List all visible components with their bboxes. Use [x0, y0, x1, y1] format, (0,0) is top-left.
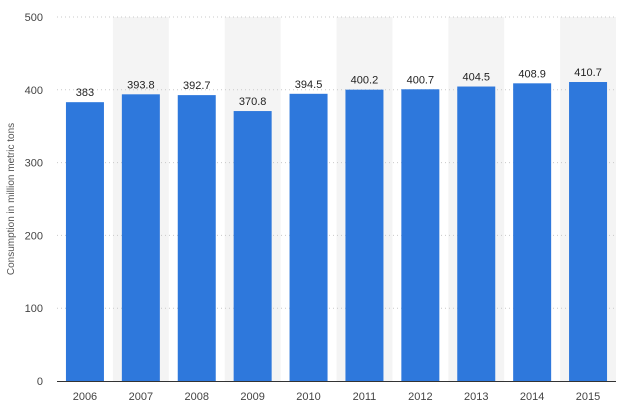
y-tick-label: 0 [37, 376, 43, 388]
x-tick-label: 2012 [408, 391, 432, 403]
y-tick-label: 500 [25, 12, 43, 24]
bar [289, 93, 328, 381]
bar [401, 89, 440, 381]
bar [233, 111, 272, 381]
y-tick-label: 100 [25, 303, 43, 315]
y-axis-ticks: 0 100 200 300 400 500 [25, 12, 43, 388]
x-tick-label: 2007 [129, 391, 153, 403]
bar-value-label: 400.7 [407, 74, 435, 86]
x-tick-label: 2009 [240, 391, 264, 403]
bars [65, 82, 608, 382]
bar-value-labels: 383 393.8 392.7 370.8 394.5 400.2 400.7 404.5 40… [76, 67, 602, 108]
bar-value-label: 400.2 [351, 75, 379, 87]
x-tick-label: 2006 [73, 391, 97, 403]
bar [65, 102, 104, 382]
bar-value-label: 408.9 [518, 68, 546, 80]
bar [121, 94, 160, 381]
bar [569, 82, 608, 381]
bar [177, 95, 216, 381]
bar-value-label: 404.5 [462, 72, 490, 84]
y-tick-label: 200 [25, 230, 43, 242]
x-tick-label: 2015 [576, 391, 600, 403]
x-tick-label: 2010 [296, 391, 320, 403]
x-tick-label: 2014 [520, 391, 544, 403]
x-tick-label: 2008 [185, 391, 209, 403]
bar [457, 86, 496, 382]
bar-value-label: 370.8 [239, 96, 267, 108]
bar [513, 83, 552, 381]
bar-value-label: 393.8 [127, 79, 155, 91]
bar-value-label: 383 [76, 87, 94, 99]
y-tick-label: 400 [25, 85, 43, 97]
bar-value-label: 394.5 [295, 79, 323, 91]
x-tick-label: 2011 [353, 391, 377, 403]
bar-value-label: 410.7 [574, 67, 602, 79]
y-axis-title: Consumption in million metric tons [6, 123, 17, 275]
bar-value-label: 392.7 [183, 80, 211, 92]
x-tick-label: 2013 [464, 391, 488, 403]
bar [345, 89, 384, 381]
x-axis-ticks: 2006 2007 2008 2009 2010 2011 2012 2013 2014 2015 [73, 391, 601, 403]
y-tick-label: 300 [25, 158, 43, 170]
